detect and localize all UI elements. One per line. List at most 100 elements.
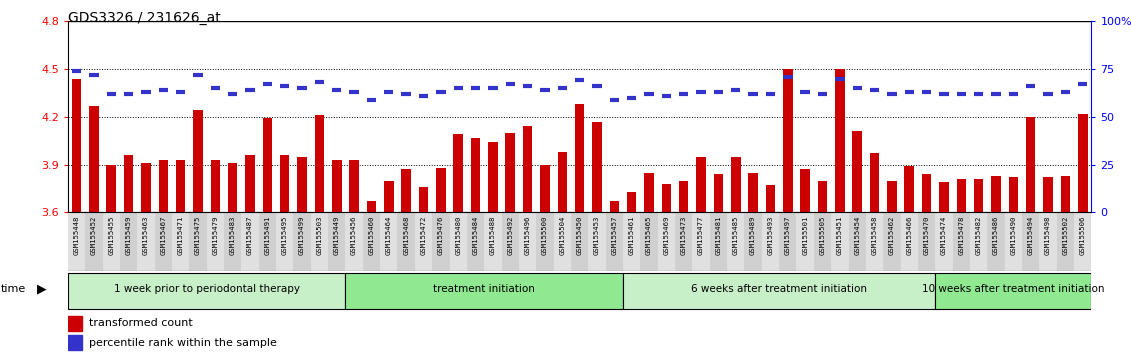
- Bar: [939, 182, 949, 212]
- Bar: [210, 160, 221, 212]
- Text: GSM155460: GSM155460: [369, 215, 374, 255]
- Bar: [1022, 212, 1039, 271]
- Text: GSM155451: GSM155451: [837, 215, 843, 255]
- Text: GSM155491: GSM155491: [265, 215, 270, 255]
- Bar: [454, 134, 463, 212]
- Bar: [714, 174, 723, 212]
- FancyBboxPatch shape: [68, 273, 345, 309]
- Text: GSM155455: GSM155455: [109, 215, 114, 255]
- Text: GSM155453: GSM155453: [594, 215, 599, 255]
- Bar: [922, 174, 931, 212]
- Bar: [397, 212, 415, 271]
- Bar: [432, 212, 449, 271]
- Bar: [489, 142, 498, 212]
- Text: GSM155476: GSM155476: [438, 215, 443, 255]
- Bar: [106, 165, 116, 212]
- Text: GSM155448: GSM155448: [74, 215, 79, 255]
- Bar: [957, 179, 966, 212]
- Text: GSM155492: GSM155492: [507, 215, 513, 255]
- Bar: [1039, 212, 1056, 271]
- Bar: [814, 212, 831, 271]
- Text: 1 week prior to periodontal therapy: 1 week prior to periodontal therapy: [113, 284, 300, 294]
- Text: GSM155462: GSM155462: [889, 215, 895, 255]
- Bar: [627, 192, 637, 212]
- Text: GSM155490: GSM155490: [1010, 215, 1017, 255]
- Bar: [193, 110, 202, 212]
- Bar: [866, 212, 883, 271]
- Text: percentile rank within the sample: percentile rank within the sample: [89, 337, 277, 348]
- Bar: [519, 212, 536, 271]
- Bar: [120, 212, 137, 271]
- Bar: [89, 105, 98, 212]
- Bar: [467, 212, 484, 271]
- Text: GSM155464: GSM155464: [386, 215, 391, 255]
- Text: GSM155469: GSM155469: [664, 215, 670, 255]
- Bar: [363, 212, 380, 271]
- Bar: [501, 212, 519, 271]
- Bar: [779, 212, 796, 271]
- Text: GSM155480: GSM155480: [455, 215, 461, 255]
- Bar: [558, 152, 567, 212]
- Bar: [801, 169, 810, 212]
- Bar: [593, 121, 602, 212]
- Text: treatment initiation: treatment initiation: [433, 284, 535, 294]
- Bar: [1078, 114, 1088, 212]
- Bar: [172, 212, 189, 271]
- Text: GSM155489: GSM155489: [750, 215, 757, 255]
- Bar: [385, 181, 394, 212]
- Bar: [952, 212, 970, 271]
- Bar: [987, 212, 1004, 271]
- Bar: [123, 155, 133, 212]
- Text: GSM155504: GSM155504: [560, 215, 566, 255]
- Text: GSM155468: GSM155468: [403, 215, 409, 255]
- Bar: [366, 201, 377, 212]
- Bar: [1043, 177, 1053, 212]
- Bar: [1004, 212, 1022, 271]
- Bar: [918, 212, 935, 271]
- Bar: [710, 212, 727, 271]
- Bar: [692, 212, 710, 271]
- Bar: [588, 212, 606, 271]
- Text: GSM155461: GSM155461: [629, 215, 634, 255]
- Bar: [1074, 212, 1091, 271]
- Text: GSM155478: GSM155478: [958, 215, 965, 255]
- Bar: [870, 153, 879, 212]
- Text: GSM155488: GSM155488: [490, 215, 495, 255]
- Bar: [744, 212, 762, 271]
- Text: GSM155477: GSM155477: [698, 215, 705, 255]
- Bar: [831, 212, 848, 271]
- Bar: [262, 118, 273, 212]
- Bar: [883, 212, 900, 271]
- Bar: [1056, 212, 1074, 271]
- Text: GSM155498: GSM155498: [1045, 215, 1051, 255]
- Bar: [553, 212, 571, 271]
- Bar: [103, 212, 120, 271]
- Bar: [311, 212, 328, 271]
- Bar: [402, 169, 411, 212]
- Text: GSM155481: GSM155481: [716, 215, 722, 255]
- Text: GSM155474: GSM155474: [941, 215, 947, 255]
- Bar: [796, 212, 814, 271]
- Bar: [848, 212, 866, 271]
- Text: GSM155465: GSM155465: [646, 215, 653, 255]
- Bar: [245, 155, 254, 212]
- Text: GSM155493: GSM155493: [768, 215, 774, 255]
- Text: GSM155500: GSM155500: [542, 215, 547, 255]
- Text: GSM155471: GSM155471: [178, 215, 183, 255]
- Text: GSM155452: GSM155452: [90, 215, 97, 255]
- Bar: [259, 212, 276, 271]
- Bar: [349, 160, 359, 212]
- Text: GSM155463: GSM155463: [143, 215, 149, 255]
- Bar: [189, 212, 207, 271]
- Bar: [575, 104, 585, 212]
- Bar: [697, 156, 706, 212]
- Bar: [905, 166, 914, 212]
- Bar: [328, 212, 345, 271]
- Bar: [536, 212, 553, 271]
- Text: GSM155483: GSM155483: [230, 215, 235, 255]
- Text: transformed count: transformed count: [89, 318, 193, 329]
- Text: GSM155449: GSM155449: [334, 215, 339, 255]
- Bar: [380, 212, 397, 271]
- Bar: [293, 212, 311, 271]
- Bar: [675, 212, 692, 271]
